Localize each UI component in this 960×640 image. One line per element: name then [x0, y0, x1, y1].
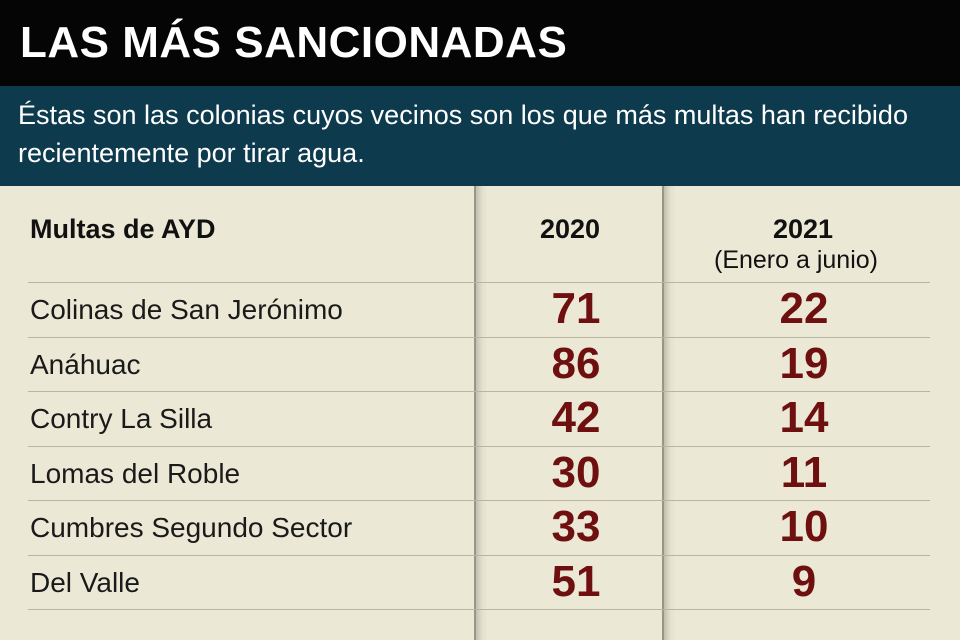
row-4-divider: [28, 500, 930, 501]
header-location: Multas de AYD: [30, 214, 216, 244]
row-6-divider: [28, 609, 930, 610]
column-divider-2: [662, 186, 664, 640]
subtitle-bar: Éstas son las colonias cuyos vecinos son…: [0, 86, 960, 186]
header-divider: [28, 282, 930, 283]
row-4-value-2021: 11: [780, 447, 828, 497]
row-6-value-2020: 51: [551, 556, 601, 606]
row-3-location: Contry La Silla: [30, 403, 213, 434]
header-2021-note: (Enero a junio): [714, 246, 878, 274]
header-2021: 2021: [773, 214, 834, 244]
header-2020: 2020: [540, 214, 601, 244]
row-5-location: Cumbres Segundo Sector: [30, 512, 353, 543]
row-1-location: Colinas de San Jerónimo: [30, 294, 343, 325]
row-1-divider: [28, 336, 930, 338]
title-bar: LAS MÁS SANCIONADAS: [0, 0, 960, 86]
row-2-value-2020: 86: [551, 338, 601, 388]
column-divider-2-shadow: [664, 186, 676, 640]
page-subtitle: Éstas son las colonias cuyos vecinos son…: [18, 100, 908, 168]
data-table: Multas de AYD 2020 2021 (Enero a junio) …: [0, 186, 960, 640]
row-3-value-2020: 42: [551, 393, 601, 442]
row-5-value-2020: 33: [551, 502, 601, 551]
row-4-value-2020: 30: [551, 447, 601, 497]
row-4-location: Lomas del Roble: [30, 457, 241, 489]
row-2-divider: [28, 391, 930, 392]
row-2-value-2021: 19: [779, 338, 829, 388]
row-5-divider: [28, 554, 930, 556]
row-3-divider: [28, 445, 930, 447]
column-divider-1-shadow: [476, 186, 488, 640]
row-5-value-2021: 10: [779, 502, 829, 551]
column-divider-1: [474, 186, 476, 640]
page-title: LAS MÁS SANCIONADAS: [20, 18, 568, 67]
row-3-value-2021: 14: [779, 393, 829, 442]
row-1-value-2021: 22: [779, 284, 829, 333]
row-6-value-2021: 9: [791, 556, 817, 606]
row-6-location: Del Valle: [30, 566, 140, 598]
row-2-location: Anáhuac: [30, 348, 141, 380]
row-1-value-2020: 71: [551, 284, 601, 333]
